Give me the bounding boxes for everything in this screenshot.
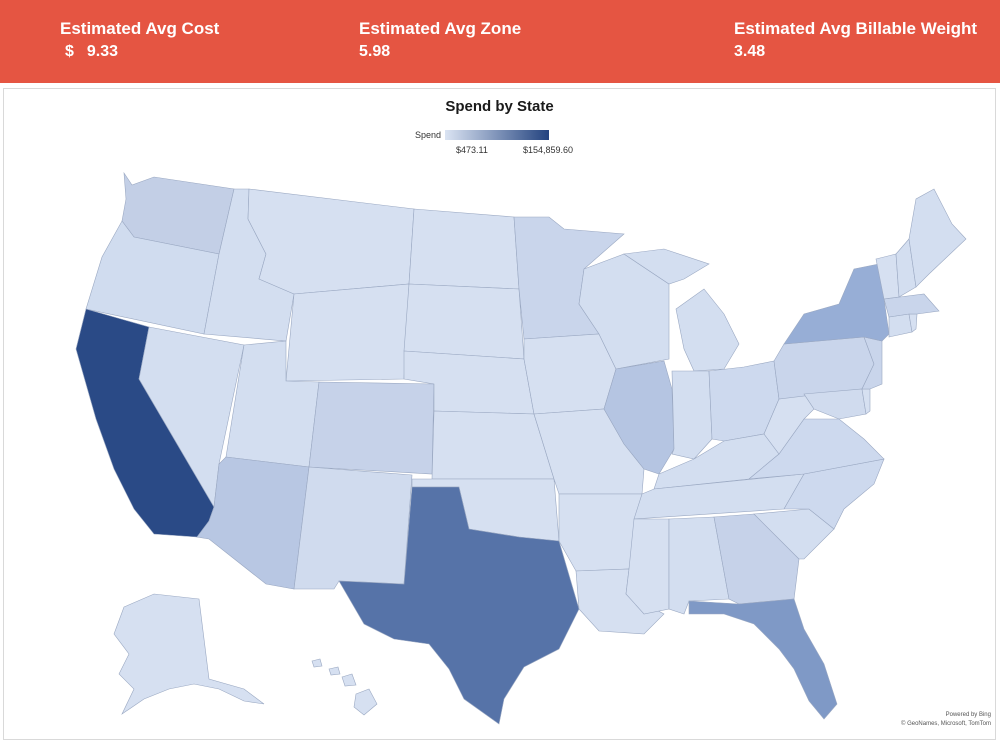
legend-min-value: $473.11: [456, 145, 488, 155]
kpi-avg-zone[interactable]: Estimated Avg Zone 5.98: [359, 18, 521, 63]
us-choropleth-map[interactable]: [4, 89, 995, 739]
currency-symbol: $: [65, 43, 74, 60]
legend-title: Spend: [415, 130, 442, 140]
state-new-york[interactable]: [783, 263, 890, 345]
state-texas[interactable]: [338, 486, 580, 725]
kpi-avg-cost-value: $9.33: [65, 41, 219, 63]
legend-color-scale: [445, 130, 549, 140]
state-michigan[interactable]: [623, 248, 740, 372]
map-credit-powered-by: Powered by Bing: [945, 712, 991, 718]
kpi-avg-cost[interactable]: Estimated Avg Cost $9.33: [60, 18, 219, 63]
kpi-avg-zone-value: 5.98: [359, 43, 391, 60]
state-alaska[interactable]: [113, 593, 265, 715]
spend-map-panel[interactable]: Spend by State Spend $473.11 $154,859.60…: [3, 88, 996, 740]
kpi-avg-cost-number: 9.33: [86, 43, 119, 60]
state-connecticut[interactable]: [888, 313, 913, 338]
state-massachusetts[interactable]: [883, 293, 940, 318]
kpi-banner: Estimated Avg Cost $9.33 Estimated Avg Z…: [0, 0, 1000, 83]
state-new-mexico[interactable]: [293, 466, 413, 590]
state-north-dakota[interactable]: [408, 208, 520, 290]
state-kansas[interactable]: [431, 410, 555, 480]
state-florida[interactable]: [688, 598, 838, 720]
state-indiana[interactable]: [671, 370, 713, 460]
kpi-avg-billable-weight-value: 3.48: [734, 43, 766, 60]
state-hawaii[interactable]: [311, 658, 378, 716]
state-montana[interactable]: [247, 188, 415, 295]
state-colorado[interactable]: [308, 381, 435, 475]
kpi-avg-zone-label: Estimated Avg Zone: [359, 19, 522, 38]
state-iowa[interactable]: [523, 333, 617, 415]
kpi-avg-billable-weight[interactable]: Estimated Avg Billable Weight 3.48: [734, 18, 977, 63]
legend-max-value: $154,859.60: [523, 145, 574, 155]
kpi-avg-cost-label: Estimated Avg Cost: [60, 19, 220, 38]
state-south-dakota[interactable]: [403, 283, 525, 360]
state-mississippi[interactable]: [625, 518, 670, 615]
kpi-avg-billable-weight-label: Estimated Avg Billable Weight: [734, 19, 978, 38]
state-maryland[interactable]: [803, 388, 867, 420]
map-title: Spend by State: [445, 98, 554, 115]
state-arkansas[interactable]: [558, 493, 643, 572]
state-maine[interactable]: [908, 188, 967, 288]
state-south-carolina[interactable]: [753, 508, 835, 560]
map-credit-sources: © GeoNames, Microsoft, TomTom: [901, 721, 991, 727]
state-wyoming[interactable]: [285, 283, 410, 382]
